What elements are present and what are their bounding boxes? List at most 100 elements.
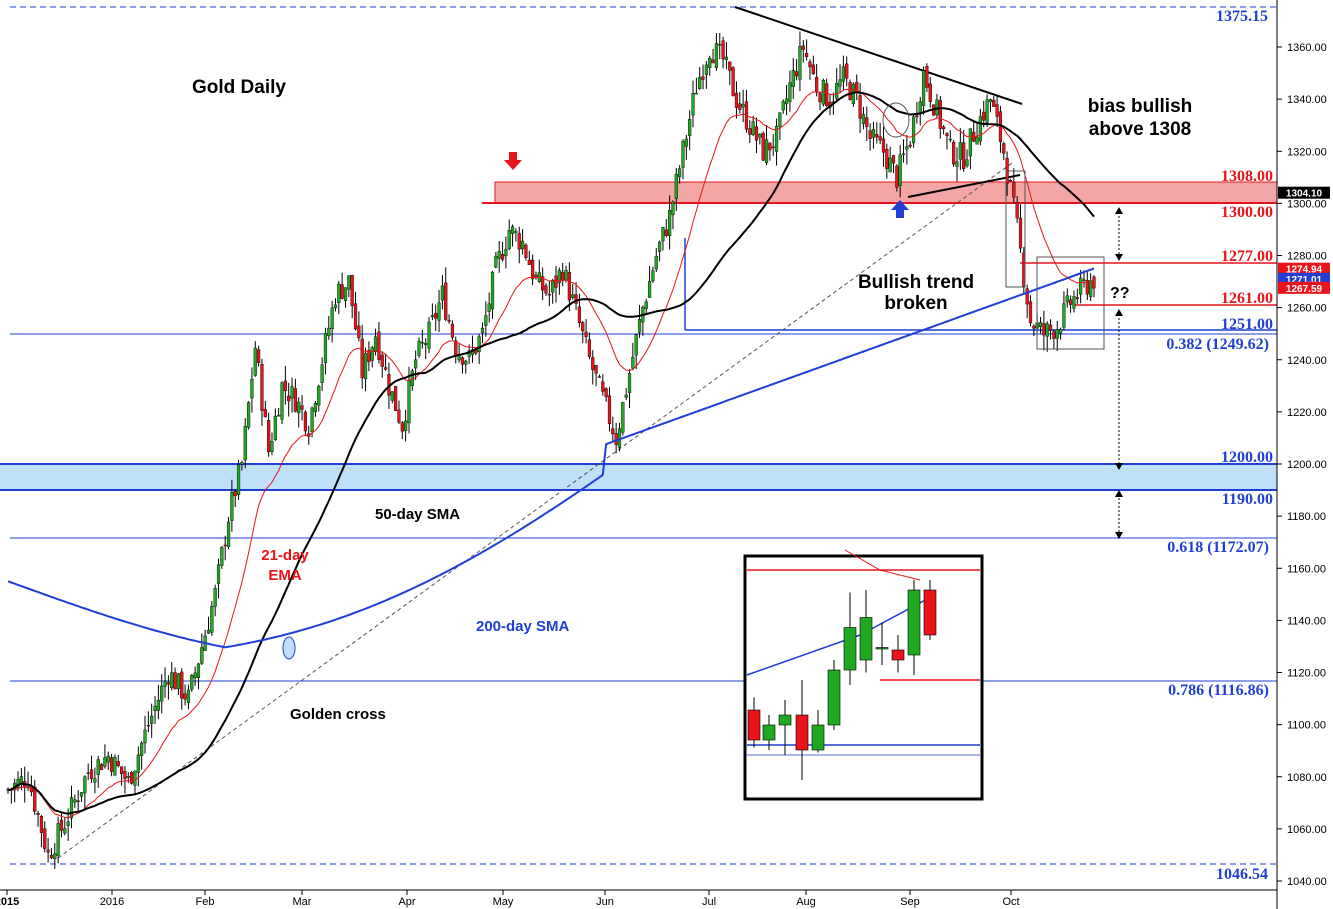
candle-body: [200, 647, 204, 664]
candle-body: [801, 45, 805, 50]
candle-body: [614, 433, 618, 445]
candle-body: [597, 376, 602, 378]
candle-body: [514, 231, 518, 233]
candle-body: [764, 139, 769, 164]
trend-text-1: Bullish trend: [858, 272, 974, 293]
candle-body: [694, 92, 698, 95]
candle-body: [370, 347, 374, 361]
candle-body: [721, 40, 725, 60]
candle-body: [911, 116, 916, 144]
candle-body: [805, 53, 809, 57]
inset-candle: [907, 589, 921, 656]
candle-body: [267, 420, 271, 453]
candle-body: [1045, 323, 1049, 337]
candle-body: [180, 671, 184, 699]
candle-body: [651, 270, 655, 281]
label-1200: 1200.00: [1221, 449, 1273, 466]
candle-body: [447, 319, 451, 322]
candle-body: [754, 126, 759, 141]
candle-body: [150, 715, 154, 724]
candle-body: [99, 764, 104, 770]
candle-body: [531, 259, 535, 280]
candle-body: [16, 778, 20, 788]
candle-body: [544, 285, 548, 294]
candle-body: [33, 786, 37, 812]
y-tick-label: 1060.00: [1287, 824, 1327, 836]
inset-candle: [923, 589, 937, 636]
candle-body: [664, 229, 668, 236]
candle-body: [1062, 303, 1066, 328]
candle-body: [551, 280, 555, 293]
x-axis-ticks: 2015 2016 Feb Mar Apr May Jun Jul Aug Sep Oct: [0, 890, 1020, 908]
candle-body: [1012, 182, 1016, 198]
label-fib-0382: 0.382 (1249.62): [1166, 336, 1269, 353]
label-1190: 1190.00: [1222, 491, 1273, 508]
candle-body: [504, 248, 508, 257]
inset-candle: [891, 649, 905, 661]
candle-body: [815, 76, 819, 93]
trend-text-2: broken: [884, 293, 947, 314]
candle-body: [373, 336, 378, 352]
candle-body: [661, 227, 665, 242]
candle-body: [557, 270, 561, 284]
candle-body: [714, 43, 719, 68]
candle-body: [741, 103, 745, 108]
y-tick-label: 1120.00: [1287, 668, 1326, 680]
candle-body: [297, 401, 301, 413]
candle-body: [791, 70, 795, 87]
candle-body: [711, 59, 715, 64]
candle-body: [140, 742, 144, 756]
candle-body: [668, 210, 672, 236]
candle-body: [96, 759, 100, 776]
candle-body: [106, 755, 110, 763]
candle-body: [39, 815, 44, 833]
y-tick-label: 1260.00: [1287, 303, 1327, 315]
candle-body: [1082, 279, 1086, 281]
candle-body: [921, 70, 926, 106]
candle-body: [978, 116, 982, 142]
sma50-line: [7, 91, 1095, 815]
candle-body: [527, 259, 531, 265]
candle-body: [1028, 301, 1033, 324]
inset-candle: [827, 669, 841, 726]
candle-body: [784, 98, 789, 105]
candle-body: [624, 394, 628, 398]
candle-body: [407, 380, 411, 424]
consolidation-box: [1036, 256, 1105, 350]
candle-body: [246, 402, 251, 428]
uptrend-line: [57, 162, 1013, 859]
candle-body: [678, 168, 682, 178]
candle-body: [56, 823, 60, 856]
candle-body: [1025, 288, 1029, 305]
resistance-zone: [494, 181, 1278, 204]
candle-body: [581, 322, 585, 332]
candle-body: [377, 331, 381, 360]
inset-candle: [762, 724, 776, 741]
candle-body: [86, 772, 90, 774]
candle-body: [1032, 325, 1036, 329]
candle-body: [320, 364, 324, 384]
candle-body: [524, 244, 528, 258]
candle-body: [811, 64, 815, 75]
candle-body: [400, 422, 404, 432]
candle-body: [928, 83, 932, 102]
candle-body: [634, 334, 638, 356]
candle-body: [945, 133, 949, 137]
candle-body: [808, 61, 812, 68]
candle-body: [952, 141, 956, 165]
candle-body: [861, 114, 866, 124]
candle-body: [1075, 297, 1079, 299]
y-tick-label: 1300.00: [1287, 198, 1327, 210]
candle-body: [637, 319, 642, 333]
candle-body: [507, 229, 511, 249]
candle-body: [708, 57, 712, 68]
inset-candles: [746, 549, 980, 780]
candle-body: [437, 302, 441, 321]
label-high: 1375.15: [1216, 8, 1268, 25]
label-1277: 1277.00: [1221, 248, 1273, 265]
inset-candle: [778, 714, 792, 726]
candle-body: [223, 544, 227, 547]
candle-body: [992, 99, 996, 107]
sma200-label: 200-day SMA: [476, 618, 570, 635]
ema21-label-1: 21-day: [261, 547, 309, 564]
